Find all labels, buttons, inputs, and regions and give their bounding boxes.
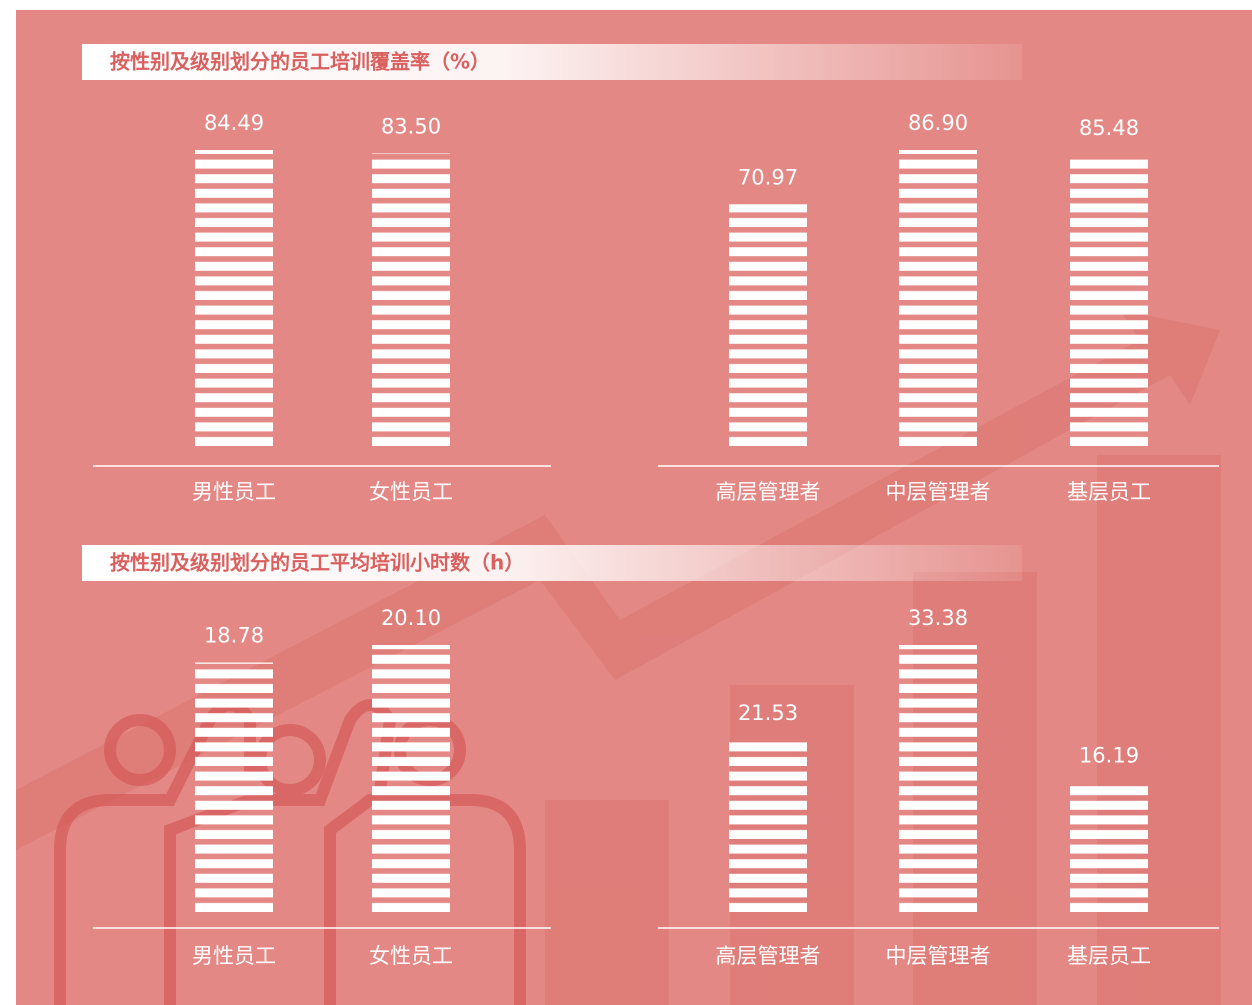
bar xyxy=(899,150,977,446)
value-label: 83.50 xyxy=(381,114,441,138)
bar xyxy=(195,150,273,446)
title-bar xyxy=(82,44,1022,80)
category-label: 女性员工 xyxy=(369,944,453,968)
category-label: 女性员工 xyxy=(369,480,453,504)
bar xyxy=(729,204,807,446)
category-label: 高层管理者 xyxy=(716,480,821,504)
category-label: 基层员工 xyxy=(1067,480,1151,504)
category-label: 男性员工 xyxy=(192,944,276,968)
value-label: 33.38 xyxy=(908,606,968,630)
bar xyxy=(372,153,450,447)
category-label: 男性员工 xyxy=(192,480,276,504)
value-label: 20.10 xyxy=(381,606,441,630)
value-label: 21.53 xyxy=(738,701,798,725)
value-label: 18.78 xyxy=(204,624,264,648)
bar xyxy=(1070,782,1148,912)
value-label: 84.49 xyxy=(204,111,264,135)
bar xyxy=(195,662,273,912)
category-label: 中层管理者 xyxy=(886,944,991,968)
bar xyxy=(899,645,977,912)
value-label: 85.48 xyxy=(1079,116,1139,140)
bar xyxy=(372,645,450,912)
title-bar xyxy=(82,545,1022,581)
value-label: 70.97 xyxy=(738,165,798,189)
chart-title: 按性别及级别划分的员工平均培训小时数（h） xyxy=(110,551,524,575)
chart-title: 按性别及级别划分的员工培训覆盖率（%） xyxy=(110,50,490,74)
bar xyxy=(729,739,807,912)
value-label: 86.90 xyxy=(908,111,968,135)
value-label: 16.19 xyxy=(1079,743,1139,767)
category-label: 中层管理者 xyxy=(886,480,991,504)
category-label: 基层员工 xyxy=(1067,944,1151,968)
category-label: 高层管理者 xyxy=(716,944,821,968)
bar xyxy=(1070,154,1148,446)
